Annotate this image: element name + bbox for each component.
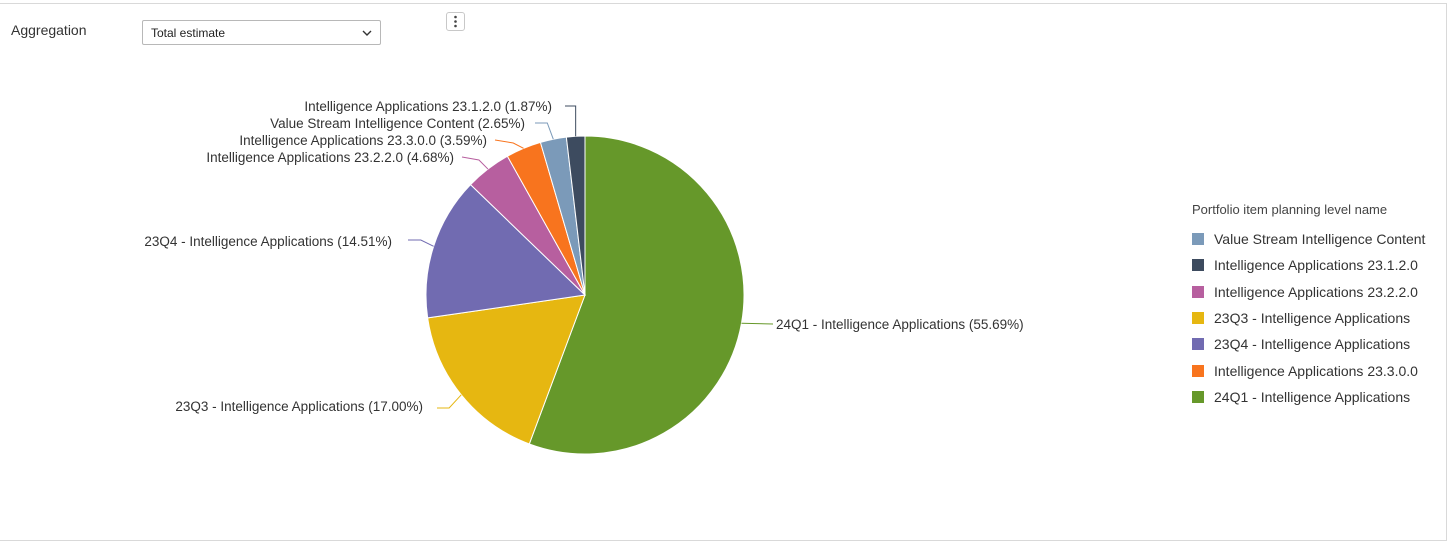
slice-leader-line <box>565 105 577 137</box>
legend-swatch <box>1192 259 1204 272</box>
legend-swatch <box>1192 338 1204 351</box>
legend-item-label: Intelligence Applications 23.1.2.0 <box>1214 257 1418 274</box>
legend-item[interactable]: Intelligence Applications 23.2.2.0 <box>1192 279 1425 305</box>
aggregation-label: Aggregation <box>11 22 87 38</box>
legend-item-label: Intelligence Applications 23.3.0.0 <box>1214 362 1418 379</box>
slice-data-label: 24Q1 - Intelligence Applications (55.69%… <box>776 317 1024 332</box>
legend-item[interactable]: Value Stream Intelligence Content <box>1192 226 1425 252</box>
slice-data-label: 23Q4 - Intelligence Applications (14.51%… <box>144 234 392 249</box>
legend-swatch <box>1192 390 1204 403</box>
pie-slice[interactable] <box>427 294 586 445</box>
slice-data-label: Intelligence Applications 23.2.2.0 (4.68… <box>206 150 454 165</box>
legend-item-label: Intelligence Applications 23.2.2.0 <box>1214 283 1418 300</box>
pie-slice[interactable] <box>528 135 745 455</box>
slice-leader-line <box>741 322 774 325</box>
slice-leader-line <box>461 156 489 170</box>
slice-data-label: Intelligence Applications 23.1.2.0 (1.87… <box>304 99 552 114</box>
legend-swatch <box>1192 312 1204 325</box>
legend-title: Portfolio item planning level name <box>1192 202 1388 217</box>
legend-item[interactable]: 24Q1 - Intelligence Applications <box>1192 384 1425 410</box>
legend-swatch <box>1192 233 1204 246</box>
legend-item[interactable]: Intelligence Applications 23.1.2.0 <box>1192 252 1425 278</box>
legend-item-label: 23Q4 - Intelligence Applications <box>1214 336 1411 353</box>
chart-panel <box>0 3 1447 541</box>
slice-leader-line <box>437 394 462 409</box>
slice-leader-line <box>535 122 554 140</box>
legend-item[interactable]: 23Q4 - Intelligence Applications <box>1192 331 1425 357</box>
slice-leader-line <box>494 139 524 149</box>
slice-leader-line <box>408 239 434 247</box>
legend-item[interactable]: Intelligence Applications 23.3.0.0 <box>1192 357 1425 383</box>
slice-data-label: Value Stream Intelligence Content (2.65%… <box>270 116 525 131</box>
more-options-button[interactable] <box>446 12 465 31</box>
legend-item-label: Value Stream Intelligence Content <box>1214 231 1426 248</box>
legend-item[interactable]: 23Q3 - Intelligence Applications <box>1192 305 1425 331</box>
legend-swatch <box>1192 364 1204 377</box>
legend-item-label: 24Q1 - Intelligence Applications <box>1214 388 1411 405</box>
aggregation-select[interactable]: Total estimate <box>142 20 381 45</box>
slice-data-label: 23Q3 - Intelligence Applications (17.00%… <box>175 399 423 414</box>
legend-item-label: 23Q3 - Intelligence Applications <box>1214 310 1411 327</box>
chevron-down-icon <box>362 30 372 36</box>
slice-data-label: Intelligence Applications 23.3.0.0 (3.59… <box>239 133 487 148</box>
aggregation-selected-value: Total estimate <box>151 26 226 40</box>
legend-swatch <box>1192 285 1204 298</box>
more-vertical-icon <box>454 15 457 28</box>
chart-legend: Portfolio item planning level name Value… <box>1192 202 1425 410</box>
